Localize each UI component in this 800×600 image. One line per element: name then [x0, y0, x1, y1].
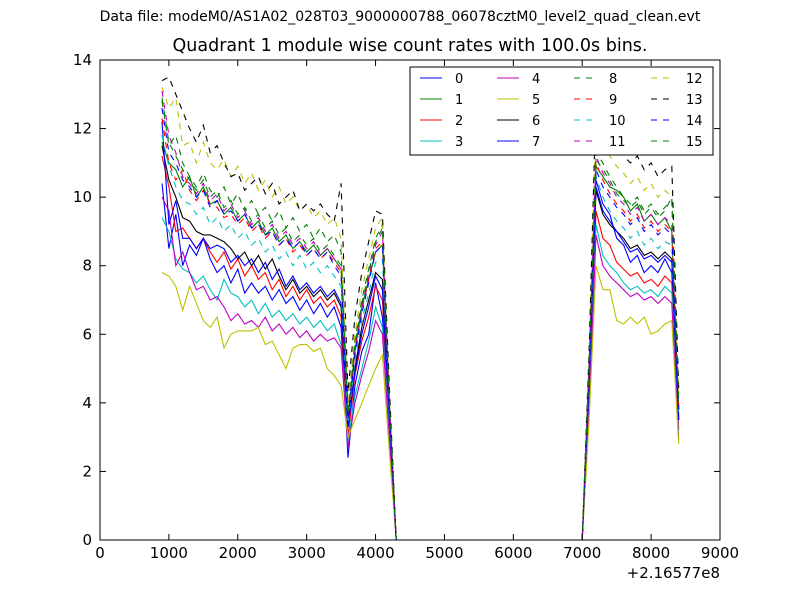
legend-box: [409, 66, 714, 156]
x-tick-label: 0: [95, 544, 105, 562]
y-tick-label: 2: [82, 462, 92, 480]
x-tick-label: 9000: [701, 544, 739, 562]
legend-label-11: 11: [609, 135, 626, 150]
legend-label-7: 7: [532, 135, 540, 150]
series-line-5: [161, 265, 680, 541]
series-line-9: [161, 118, 680, 541]
x-tick-label: 6000: [494, 544, 532, 562]
figure-suptitle: Data file: modeM0/AS1A02_028T03_90000007…: [99, 9, 701, 25]
series-line-15: [161, 97, 680, 541]
x-tick-label: 2000: [219, 544, 257, 562]
series-line-0: [161, 179, 680, 541]
series-line-1: [161, 142, 680, 541]
series-line-12: [161, 87, 680, 541]
y-tick-label: 8: [82, 257, 92, 275]
series-line-14: [161, 107, 680, 541]
legend-label-12: 12: [686, 72, 703, 87]
legend-label-1: 1: [455, 93, 463, 108]
series-line-3: [161, 217, 680, 541]
x-tick-label: 7000: [563, 544, 601, 562]
legend-label-10: 10: [609, 114, 626, 129]
legend-label-15: 15: [686, 135, 703, 150]
x-tick-label: 8000: [632, 544, 670, 562]
x-tick-label: 3000: [288, 544, 326, 562]
x-offset-label: +2.16577e8: [627, 564, 720, 582]
legend-label-4: 4: [532, 72, 540, 87]
legend-label-14: 14: [686, 114, 703, 129]
legend-label-0: 0: [455, 72, 463, 87]
legend-label-9: 9: [609, 93, 617, 108]
y-tick-label: 6: [82, 325, 92, 343]
legend-label-6: 6: [532, 114, 540, 129]
legend-label-3: 3: [455, 135, 463, 150]
axes-layer: 0 1000 2000 3000 4000 5000 6000 7000 8000 9000 0 2 4…: [73, 51, 739, 562]
series-line-8: [161, 101, 680, 541]
y-tick-label: 10: [73, 188, 92, 206]
y-tick-label: 12: [73, 120, 92, 138]
x-tick-label: 1000: [150, 544, 188, 562]
legend-label-5: 5: [532, 93, 540, 108]
y-tick-label: 0: [82, 531, 92, 549]
legend-label-13: 13: [686, 93, 703, 108]
x-tick-label: 5000: [425, 544, 463, 562]
legend-label-2: 2: [455, 114, 463, 129]
y-tick-label: 14: [73, 51, 92, 69]
y-tick-label: 4: [82, 394, 92, 412]
legend-label-8: 8: [609, 72, 617, 87]
series-line-2: [161, 155, 680, 541]
chart-title: Quadrant 1 module wise count rates with …: [172, 36, 648, 56]
x-tick-label: 4000: [356, 544, 394, 562]
plot-frame: [99, 59, 721, 541]
